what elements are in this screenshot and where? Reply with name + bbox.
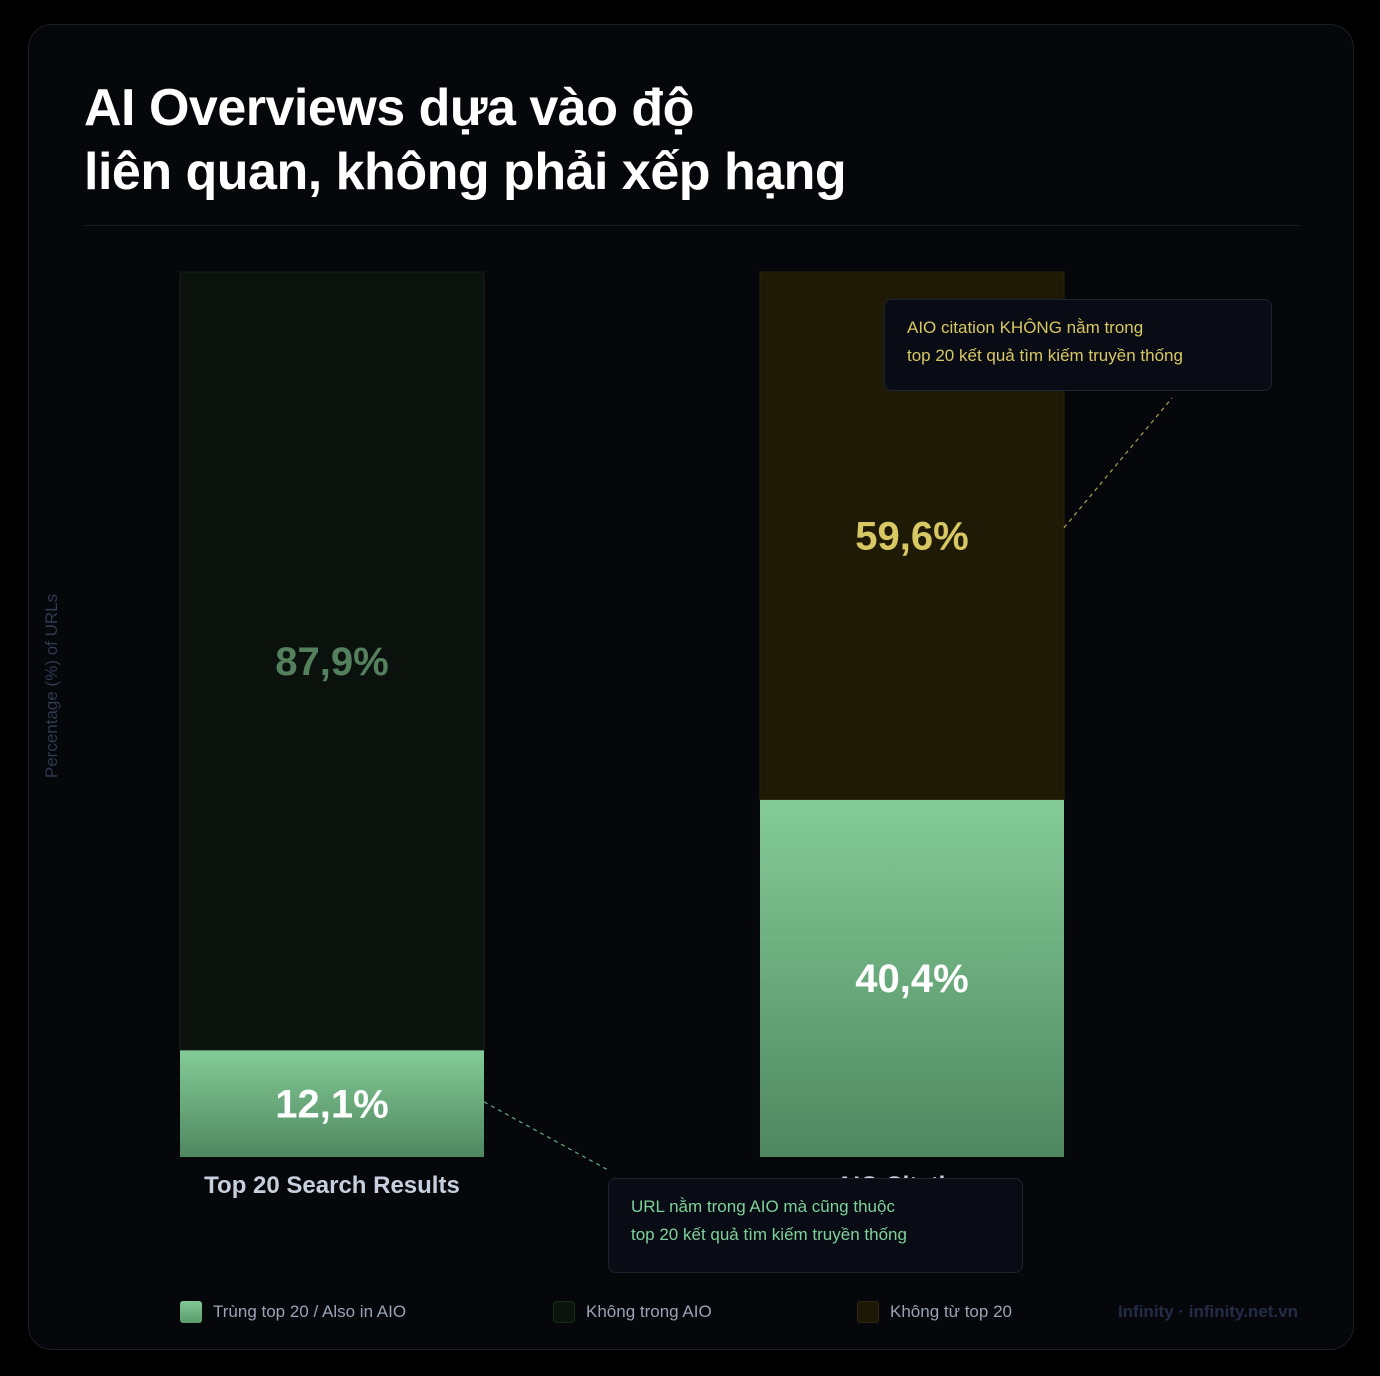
legend-swatch-dark <box>553 1301 575 1323</box>
legend-swatch-yellow <box>857 1301 879 1323</box>
bar-aio-citations-also-in-aio <box>760 799 1064 1157</box>
connector-not-from-top20 <box>1063 397 1173 529</box>
callout-also-in-aio-line-1: URL nằm trong AIO mà cũng thuộc <box>631 1197 895 1216</box>
chart-title-line-1: AI Overviews dựa vào độ <box>84 79 694 137</box>
legend-item-not-in-aio: Không trong AIO <box>553 1300 712 1324</box>
data-label-top20-not-in-aio: 87,9% <box>275 640 388 684</box>
callout-not-from-top20: AIO citation KHÔNG nằm trong top 20 kết … <box>884 299 1272 391</box>
legend-label-also-in-aio: Trùng top 20 / Also in AIO <box>213 1302 407 1321</box>
data-label-top20-also-in-aio: 12,1% <box>275 1082 388 1126</box>
callout-also-in-aio-line-2: top 20 kết quả tìm kiếm truyền thống <box>631 1225 907 1244</box>
bar-top20-not-in-aio <box>179 271 485 1051</box>
legend-label-not-in-aio: Không trong AIO <box>586 1302 712 1321</box>
legend-item-also-in-aio: Trùng top 20 / Also in AIO <box>180 1300 406 1324</box>
legend-swatch-green <box>180 1301 202 1323</box>
legend-label-not-from-top20: Không từ top 20 <box>890 1302 1012 1321</box>
x-tick-label-top20: Top 20 Search Results <box>204 1172 460 1199</box>
callout-not-from-top20-line-2: top 20 kết quả tìm kiếm truyền thống <box>907 346 1183 365</box>
data-label-aio-citations-also-in-aio: 40,4% <box>855 957 968 1001</box>
chart-title: AI Overviews dựa vào độ liên quan, không… <box>84 76 847 204</box>
bar-top20-also-in-aio <box>180 1049 484 1157</box>
brand-credit: Infinity · infinity.net.vn <box>1117 1302 1298 1321</box>
connector-also-in-aio <box>483 1101 609 1171</box>
title-divider <box>84 225 1300 226</box>
callout-also-in-aio: URL nằm trong AIO mà cũng thuộc top 20 k… <box>608 1178 1023 1273</box>
callout-not-from-top20-line-1: AIO citation KHÔNG nằm trong <box>907 318 1144 337</box>
legend-item-not-from-top20: Không từ top 20 <box>857 1300 1012 1324</box>
data-label-aio-citations-not-from-top20: 59,6% <box>855 515 968 559</box>
chart-title-line-2: liên quan, không phải xếp hạng <box>84 143 847 201</box>
